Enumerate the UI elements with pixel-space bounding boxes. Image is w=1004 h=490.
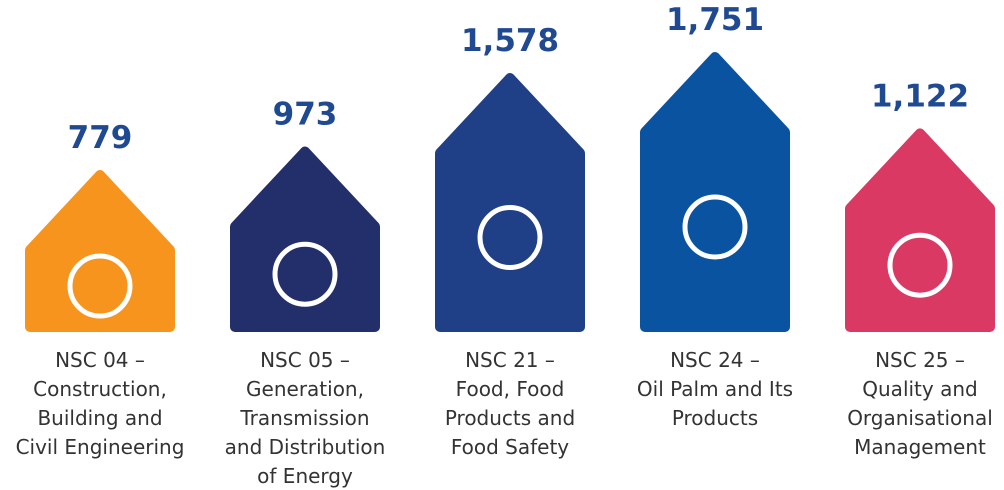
icon xyxy=(67,253,133,319)
value-label: 1,122 xyxy=(871,78,969,114)
icon xyxy=(477,205,543,271)
house-bar xyxy=(845,128,995,332)
value-label: 779 xyxy=(68,120,133,156)
value-label: 1,751 xyxy=(666,2,764,38)
category-label: NSC 21 – Food, Food Products and Food Sa… xyxy=(444,348,576,459)
house-bar xyxy=(230,146,380,332)
chart: 779 973 1,578 1,751 1,122 xyxy=(25,2,995,332)
house-bar xyxy=(25,170,175,332)
category-label: NSC 25 – Quality and Organisational Mana… xyxy=(847,348,993,459)
category-label: NSC 24 – Oil Palm and Its Products xyxy=(636,348,794,430)
category-label: NSC 04 – Construction, Building and Civi… xyxy=(15,348,185,459)
icon xyxy=(682,194,748,260)
value-label: 1,578 xyxy=(461,23,559,59)
icon xyxy=(887,232,953,298)
house-bar xyxy=(435,73,585,332)
house-bar xyxy=(640,52,790,332)
category-label: NSC 05 – Generation, Transmission and Di… xyxy=(224,348,386,488)
value-label: 973 xyxy=(273,96,338,132)
icon xyxy=(272,241,338,307)
